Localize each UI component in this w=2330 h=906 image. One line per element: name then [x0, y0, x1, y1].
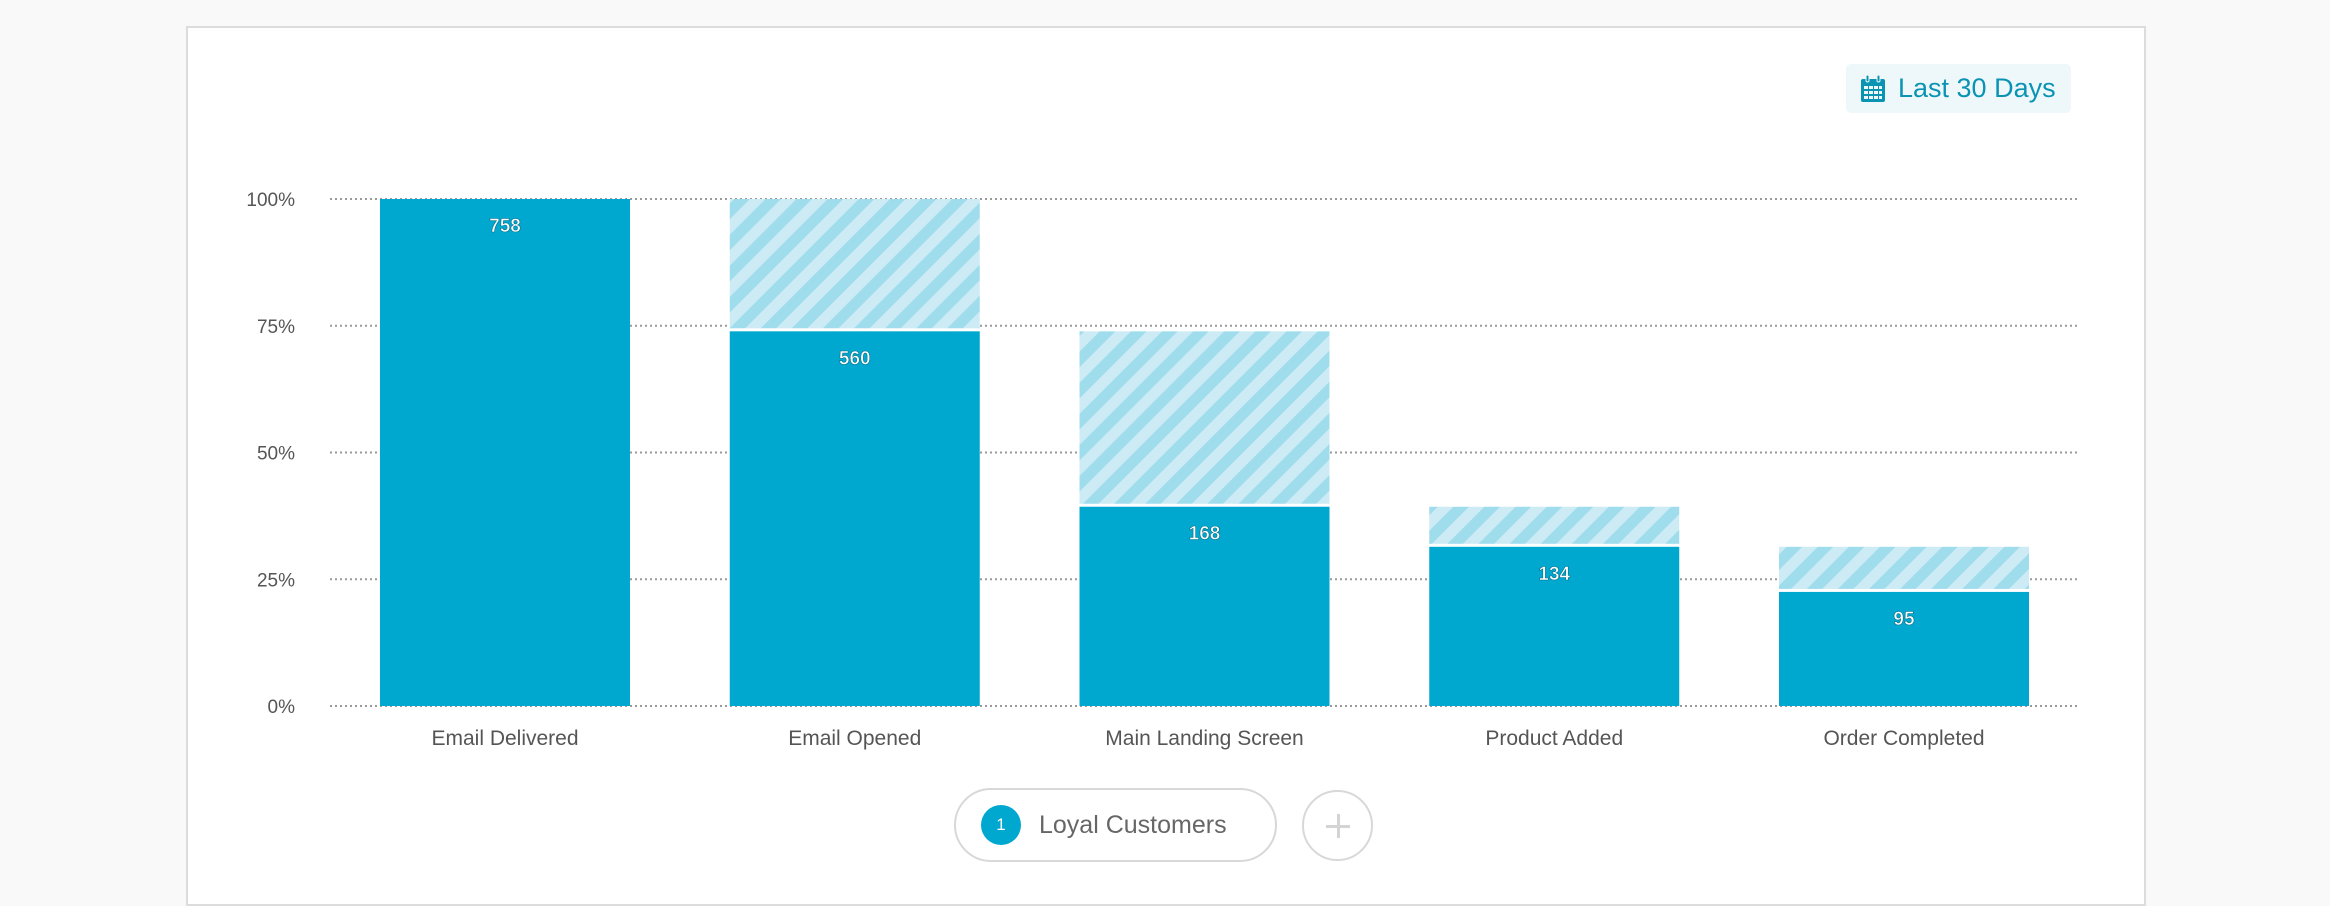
add-segment-button[interactable]: [1302, 790, 1373, 861]
dropoff-bar: [1429, 506, 1680, 544]
date-range-button[interactable]: Last 30 Days: [1846, 64, 2071, 113]
dropoff-bar: [729, 199, 980, 329]
y-tick-label: 25%: [257, 570, 295, 591]
y-tick-label: 0%: [268, 697, 296, 718]
legend-item-loyal-customers[interactable]: 1 Loyal Customers: [954, 788, 1277, 862]
x-category-label: Email Opened: [788, 727, 921, 750]
x-category-label: Email Delivered: [431, 727, 578, 750]
y-tick-label: 75%: [257, 317, 295, 338]
legend-label: Loyal Customers: [1039, 810, 1227, 839]
x-category-label: Product Added: [1485, 727, 1623, 750]
bar-value-label: 134: [1538, 564, 1570, 585]
funnel-chart: 0% 25% 50% 75% 100% 758 Email Delivered 560 Emai…: [246, 190, 2080, 750]
conversion-bar: [380, 199, 630, 706]
conversion-bar: [1079, 506, 1330, 706]
conversion-bar: [1429, 546, 1680, 706]
date-range-label: Last 30 Days: [1898, 73, 2056, 103]
bar-value-label: 168: [1189, 524, 1221, 545]
bar-value-label: 560: [839, 348, 871, 369]
x-category-label: Main Landing Screen: [1105, 727, 1303, 750]
bar-value-label: 758: [489, 216, 521, 237]
conversion-bar: [729, 331, 980, 706]
y-tick-label: 100%: [246, 190, 295, 211]
legend-number-badge: 1: [981, 805, 1021, 845]
y-tick-label: 50%: [257, 444, 295, 465]
conversion-bar: [1779, 591, 2029, 706]
x-category-label: Order Completed: [1823, 727, 1984, 750]
bar-value-label: 95: [1893, 609, 1915, 630]
dropoff-bar: [1079, 331, 1330, 504]
calendar-icon: [1861, 74, 1885, 102]
dropoff-bar: [1779, 546, 2029, 589]
